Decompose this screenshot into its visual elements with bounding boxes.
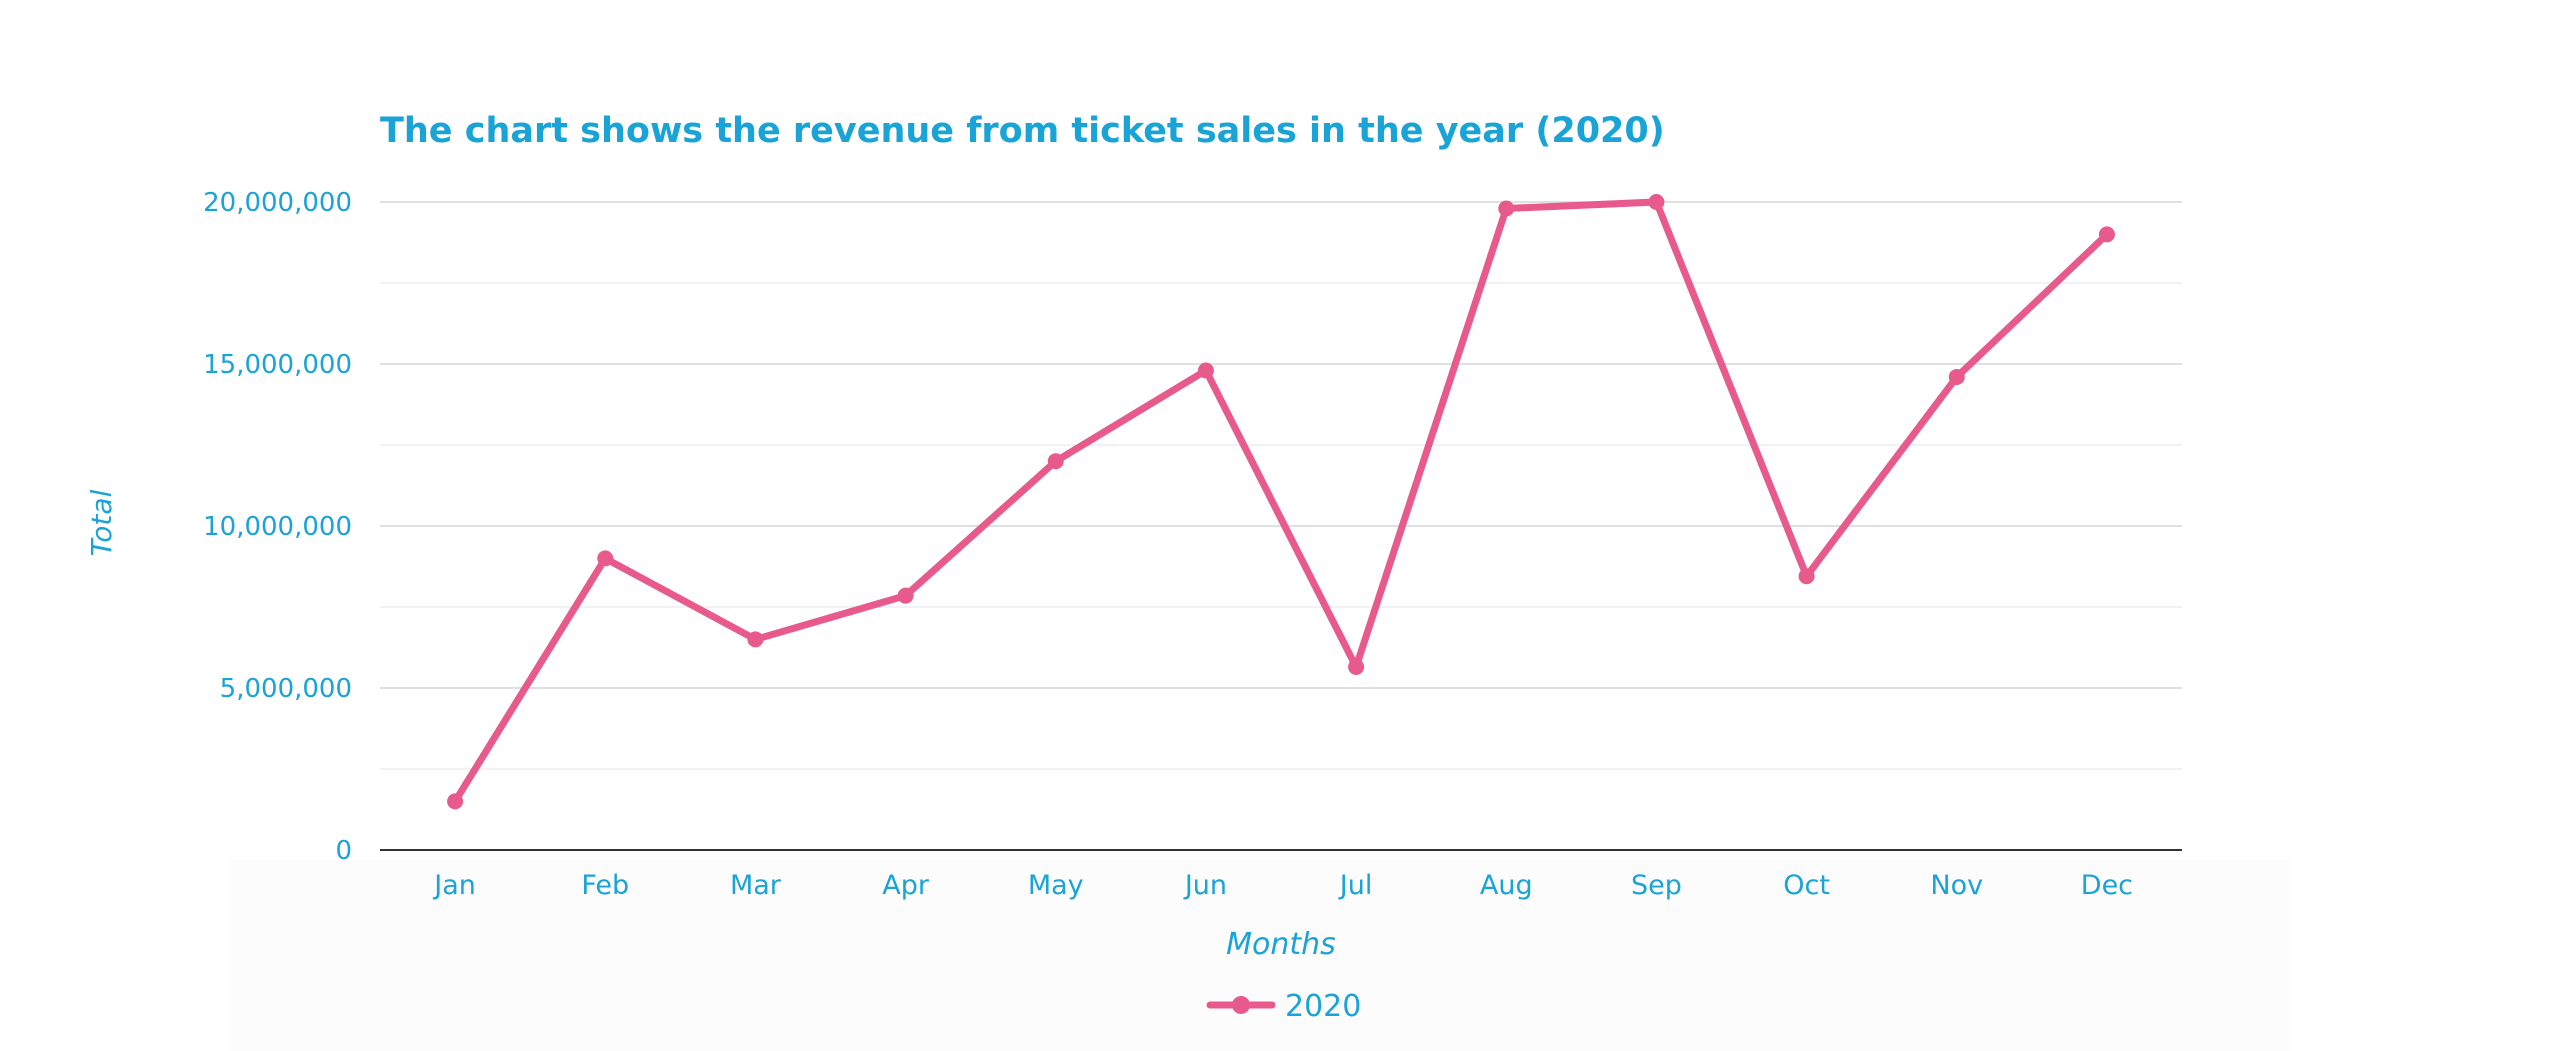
data-point[interactable]: [447, 793, 464, 810]
legend[interactable]: 2020: [1206, 989, 1361, 1024]
x-axis-ticks: Jan Feb Mar Apr May Jun Jul Aug Sep Oct Nov Dec: [432, 870, 2133, 901]
data-point[interactable]: [1948, 368, 1965, 385]
x-tick-label: Jan: [432, 870, 476, 901]
x-tick-label: Nov: [1930, 870, 1983, 901]
series-line: [451, 198, 2111, 805]
x-tick-label: Feb: [581, 870, 629, 901]
data-point[interactable]: [1798, 568, 1815, 585]
data-point[interactable]: [1498, 200, 1515, 217]
y-axis-ticks: 0 5,000,000 10,000,000 15,000,000 20,000,000: [203, 188, 352, 866]
y-axis-title: Total: [85, 489, 118, 556]
plot-background: [230, 860, 2290, 1051]
x-tick-label: Jun: [1183, 870, 1227, 901]
data-point[interactable]: [1047, 453, 1064, 470]
x-tick-label: Apr: [882, 870, 930, 901]
data-point[interactable]: [1197, 362, 1214, 379]
x-tick-label: Jul: [1338, 870, 1373, 901]
grid-lines: [380, 201, 2182, 770]
chart-title: The chart shows the revenue from ticket …: [380, 111, 1665, 151]
series-layer: [447, 194, 2115, 810]
data-point[interactable]: [2098, 226, 2115, 243]
legend-label: 2020: [1285, 989, 1361, 1024]
y-tick-label: 20,000,000: [203, 188, 352, 218]
x-tick-label: Aug: [1480, 870, 1533, 901]
legend-dot-marker: [1232, 996, 1250, 1014]
x-axis-title: Months: [1226, 927, 1336, 962]
x-tick-label: Dec: [2081, 870, 2133, 901]
y-tick-label: 0: [335, 836, 352, 866]
x-tick-label: Oct: [1783, 870, 1830, 901]
data-point[interactable]: [897, 587, 914, 604]
data-point[interactable]: [597, 550, 614, 567]
data-point[interactable]: [747, 631, 764, 648]
y-tick-label: 5,000,000: [220, 674, 352, 704]
x-tick-label: May: [1028, 870, 1084, 901]
data-point[interactable]: [1348, 658, 1365, 675]
x-tick-label: Mar: [730, 870, 782, 901]
data-point[interactable]: [1648, 194, 1665, 210]
y-tick-label: 15,000,000: [203, 350, 352, 380]
y-tick-label: 10,000,000: [203, 512, 352, 542]
x-tick-label: Sep: [1631, 870, 1682, 901]
